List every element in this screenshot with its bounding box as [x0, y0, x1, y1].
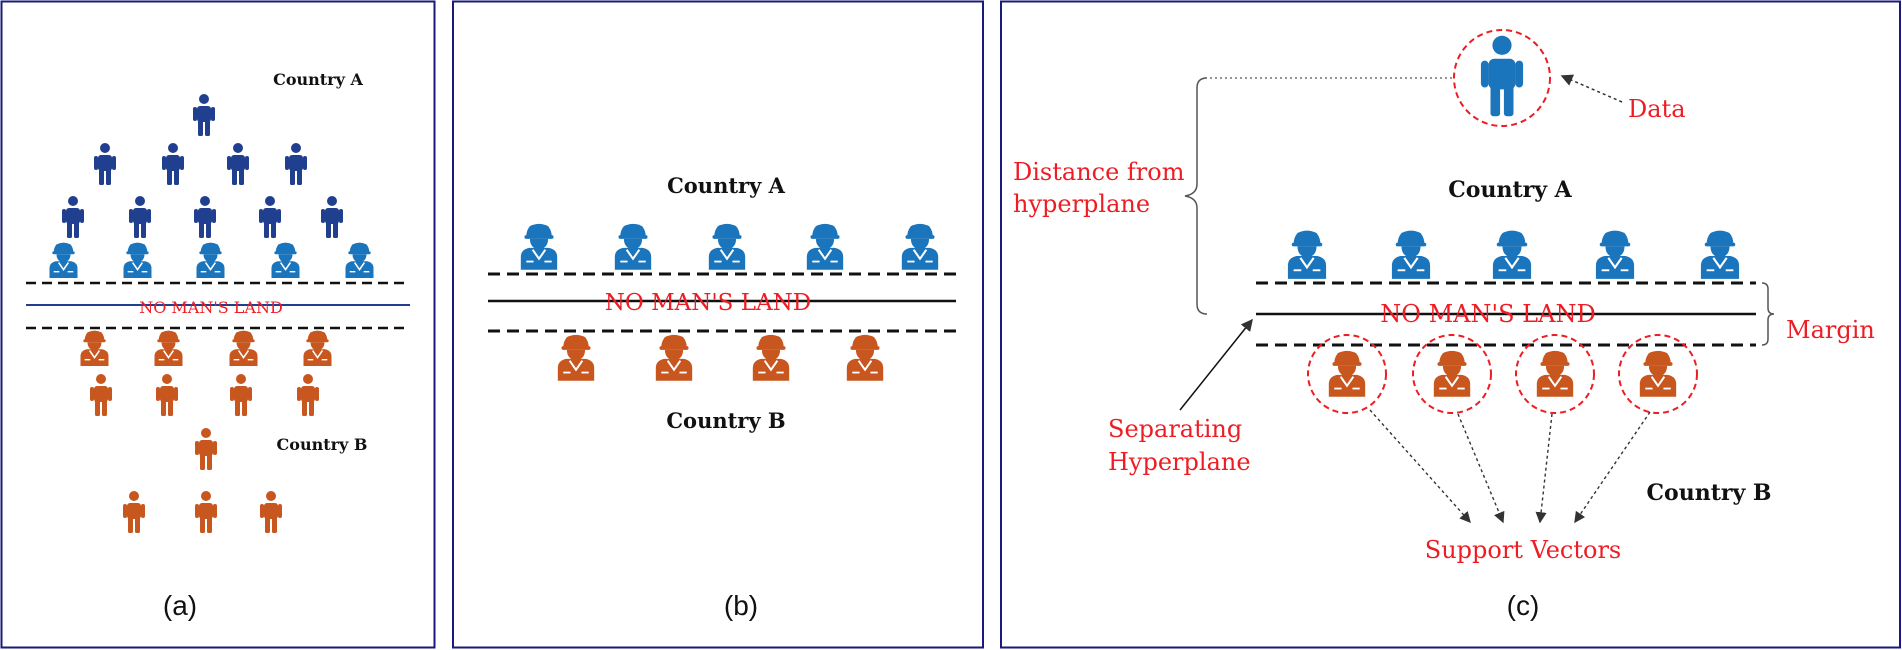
panel-c: Data Distance from hyperplane Country A … [1000, 0, 1901, 649]
person-icon [285, 143, 307, 185]
dashed-circle-icon [1412, 334, 1492, 414]
soldier-icon [1286, 229, 1328, 281]
soldier-icon [195, 241, 226, 279]
person-icon [230, 374, 252, 416]
soldier-icon [228, 329, 259, 367]
distance-label-line1: Distance from [1013, 158, 1185, 186]
soldier-icon [1432, 349, 1472, 398]
person-icon [94, 143, 116, 185]
soldier-icon [302, 329, 333, 367]
soldier-icon [1327, 349, 1367, 398]
support-vector-arrow [1457, 413, 1505, 524]
dashed-circle-icon [1618, 334, 1698, 414]
soldier-icon [344, 241, 375, 279]
person-icon [1480, 35, 1524, 117]
person-icon [195, 428, 217, 470]
distance-label-line2: hyperplane [1013, 190, 1150, 218]
panel-a: Country A NO MAN'S LAND [0, 0, 436, 649]
soldier-icon [48, 241, 79, 279]
support-vector-circles [1307, 334, 1698, 414]
panel-a-no-mans-land-label: NO MAN'S LAND [139, 298, 283, 317]
data-highlight-circle [1453, 29, 1551, 127]
support-vector-arrows [1369, 409, 1651, 524]
panel-a-country-a-label: Country A [273, 70, 363, 89]
panel-b-caption: (b) [724, 590, 758, 621]
soldier-icon [654, 333, 694, 382]
soldier-icon [556, 333, 596, 382]
panel-c-country-a-soldiers [1286, 229, 1741, 281]
dashed-circle-icon [1515, 334, 1595, 414]
person-icon [194, 196, 216, 238]
person-icon [297, 374, 319, 416]
person-icon [259, 196, 281, 238]
separating-hyperplane-arrow [1179, 318, 1253, 411]
person-icon [193, 94, 215, 136]
panel-b-no-mans-land-label: NO MAN'S LAND [605, 290, 811, 316]
panel-b-country-a-label: Country A [667, 173, 786, 198]
panel-c-country-b-label: Country B [1647, 480, 1772, 506]
panel-c-country-a-label: Country A [1448, 177, 1572, 203]
panel-c-caption: (c) [1507, 590, 1540, 621]
soldier-icon [1638, 349, 1678, 398]
panel-b-country-a-soldiers [519, 222, 940, 271]
support-vectors-label: Support Vectors [1425, 536, 1621, 564]
support-vector-arrow [1574, 411, 1651, 524]
margin-brace [1761, 282, 1775, 346]
panel-a-frame [0, 0, 436, 649]
separating-label-line1: Separating [1108, 415, 1242, 443]
support-vector-arrow [1369, 409, 1471, 524]
panel-c-country-b-soldiers [1327, 349, 1678, 398]
person-icon [123, 491, 145, 533]
soldier-icon [122, 241, 153, 279]
person-icon [227, 143, 249, 185]
data-arrow [1560, 74, 1623, 103]
distance-brace [1184, 77, 1208, 315]
soldier-icon [79, 329, 110, 367]
panel-b: Country A NO MAN'S LAND Country B (b) [452, 0, 984, 649]
panel-b-country-b-label: Country B [666, 408, 785, 433]
support-vector-arrow [1535, 413, 1553, 524]
soldier-icon [1699, 229, 1741, 281]
soldier-icon [707, 222, 747, 271]
panel-c-frame [1000, 0, 1901, 649]
panel-a-country-a-soldiers [48, 241, 375, 279]
soldier-icon [1390, 229, 1432, 281]
soldier-icon [900, 222, 940, 271]
margin-label: Margin [1786, 316, 1875, 344]
person-icon [129, 196, 151, 238]
person-icon [195, 491, 217, 533]
soldier-icon [805, 222, 845, 271]
soldier-icon [519, 222, 559, 271]
panel-b-frame [452, 0, 984, 649]
panel-a-country-a-people [62, 94, 343, 238]
panel-b-country-b-soldiers [556, 333, 885, 382]
panel-a-country-b-label: Country B [277, 435, 368, 454]
person-icon [90, 374, 112, 416]
person-icon [260, 491, 282, 533]
data-label: Data [1628, 95, 1686, 123]
person-icon [156, 374, 178, 416]
panel-c-no-mans-land-label: NO MAN'S LAND [1380, 300, 1595, 328]
soldier-icon [1594, 229, 1636, 281]
panel-a-country-b-soldiers [79, 329, 333, 367]
soldier-icon [1535, 349, 1575, 398]
dashed-circle-icon [1307, 334, 1387, 414]
soldier-icon [845, 333, 885, 382]
soldier-icon [613, 222, 653, 271]
person-icon [321, 196, 343, 238]
soldier-icon [270, 241, 301, 279]
soldier-icon [153, 329, 184, 367]
person-icon [62, 196, 84, 238]
panel-a-caption: (a) [163, 590, 197, 621]
separating-label-line2: Hyperplane [1108, 448, 1251, 476]
person-icon [162, 143, 184, 185]
soldier-icon [751, 333, 791, 382]
soldier-icon [1491, 229, 1533, 281]
